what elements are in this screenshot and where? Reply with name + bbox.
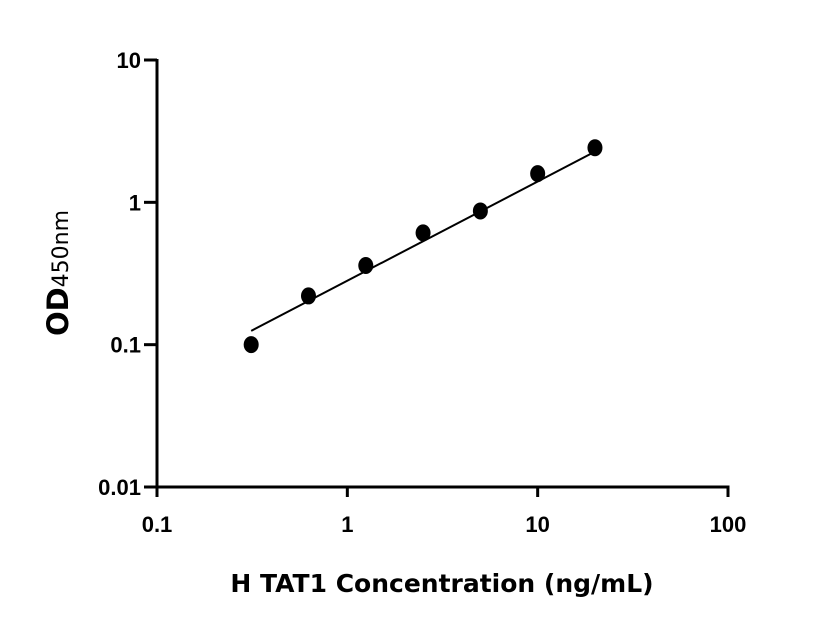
y-tick-label: 10 bbox=[117, 48, 141, 73]
data-point bbox=[530, 165, 546, 183]
y-tick-label: 0.1 bbox=[110, 333, 141, 358]
data-point bbox=[472, 202, 488, 220]
y-axis-label: OD450nm bbox=[41, 210, 75, 336]
y-axis-label-sub: 450nm bbox=[49, 210, 74, 287]
data-point bbox=[300, 287, 316, 305]
x-ticks: 0.1 1 10 100 bbox=[142, 487, 747, 537]
data-point bbox=[358, 256, 374, 274]
y-tick-label: 1 bbox=[129, 190, 141, 215]
y-ticks: 0.01 0.1 1 10 bbox=[98, 48, 157, 500]
x-tick-label: 1 bbox=[341, 512, 353, 537]
x-tick-label: 0.1 bbox=[142, 512, 173, 537]
x-axis-label: H TAT1 Concentration (ng/mL) bbox=[230, 569, 653, 598]
data-point bbox=[243, 336, 259, 354]
x-tick-label: 100 bbox=[710, 512, 747, 537]
data-point bbox=[415, 224, 431, 242]
data-point bbox=[587, 139, 603, 157]
y-tick-label: 0.01 bbox=[98, 475, 141, 500]
data-points bbox=[243, 139, 603, 354]
y-axis-label-main: OD bbox=[41, 287, 75, 336]
x-tick-label: 10 bbox=[525, 512, 549, 537]
axes bbox=[155, 59, 730, 489]
